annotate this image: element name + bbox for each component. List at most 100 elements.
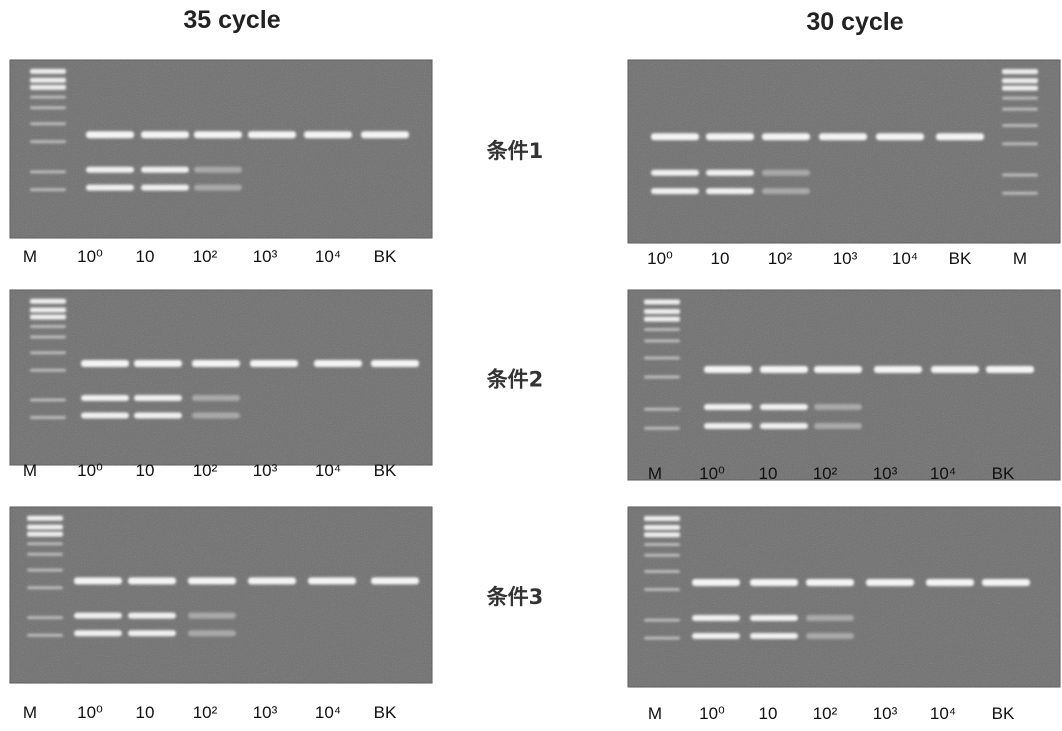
band (194, 185, 242, 191)
gel-texture (628, 60, 1060, 243)
lane-label: M (648, 704, 662, 723)
band (706, 188, 754, 194)
lane-label: 10⁰ (699, 464, 725, 483)
band (651, 170, 699, 176)
ladder-band (1002, 86, 1038, 91)
band (86, 131, 134, 138)
band (931, 366, 979, 373)
band (128, 630, 176, 636)
lane-label: M (1013, 249, 1027, 268)
band (81, 413, 129, 419)
band (141, 167, 189, 173)
band (141, 185, 189, 191)
band (192, 395, 240, 401)
band (371, 360, 419, 367)
panel-title: 30 cycle (806, 8, 903, 36)
lane-label: 10⁴ (930, 704, 956, 723)
band (982, 579, 1030, 586)
lane-label: 10⁴ (315, 703, 341, 722)
band (704, 366, 752, 373)
band (762, 188, 810, 194)
band (188, 630, 236, 636)
band (936, 133, 984, 140)
ladder-band (644, 543, 680, 546)
band (762, 133, 810, 140)
lane-label: 10³ (833, 249, 858, 268)
ladder-band (30, 351, 66, 354)
band (371, 577, 419, 584)
gel-texture (628, 290, 1060, 480)
lane-label: BK (374, 703, 397, 722)
band (74, 577, 122, 584)
ladder-band (644, 309, 680, 314)
band (760, 366, 808, 373)
ladder-band (30, 122, 66, 125)
lane-label: M (23, 461, 37, 480)
lane-label: 10⁴ (930, 464, 956, 483)
band (74, 613, 122, 619)
ladder-band (30, 106, 66, 109)
ladder-band (30, 416, 66, 419)
figure: 35 cycle 30 cycle M10⁰1010²10³10⁴BK条件1M1… (0, 0, 1062, 731)
band (192, 413, 240, 419)
ladder-band (644, 328, 680, 331)
band (750, 633, 798, 639)
lane-label: 10² (768, 249, 793, 268)
gel-texture (10, 507, 432, 683)
band (814, 404, 862, 410)
band (134, 395, 182, 401)
band (819, 133, 867, 140)
band (866, 579, 914, 586)
band (806, 615, 854, 621)
gel-texture (10, 290, 432, 465)
ladder-band (644, 516, 680, 521)
band (692, 579, 740, 586)
ladder-band (30, 170, 66, 173)
ladder-band (30, 96, 66, 99)
band (248, 131, 296, 138)
lane-label: 10⁴ (315, 247, 341, 266)
lane-label: 10³ (873, 704, 898, 723)
band (314, 360, 362, 367)
ladder-band (644, 339, 680, 342)
ladder-band (30, 140, 66, 143)
band (876, 133, 924, 140)
ladder-band (27, 553, 63, 556)
ladder-band (644, 525, 680, 530)
band (814, 423, 862, 429)
lane-label: 10³ (253, 247, 278, 266)
lane-label: 10² (193, 247, 218, 266)
ladder-band (644, 300, 680, 305)
lane-label: 10 (759, 704, 778, 723)
lane-label: BK (374, 247, 397, 266)
ladder-band (30, 308, 66, 313)
band (194, 131, 242, 138)
ladder-band (644, 427, 680, 430)
lane-label: 10 (136, 461, 155, 480)
band (192, 360, 240, 367)
condition-label: 条件1 (487, 139, 544, 163)
band (86, 185, 134, 191)
lane-label: 10⁰ (647, 249, 673, 268)
gel-texture (10, 60, 432, 238)
lane-label: 10⁰ (77, 461, 103, 480)
lane-label: M (648, 464, 662, 483)
band (760, 423, 808, 429)
lane-label: M (23, 247, 37, 266)
band (874, 366, 922, 373)
lane-label: 10 (136, 703, 155, 722)
band (651, 188, 699, 194)
band (760, 404, 808, 410)
ladder-band (27, 516, 63, 521)
ladder-band (27, 634, 63, 637)
band (86, 167, 134, 173)
band (81, 360, 129, 367)
band (706, 170, 754, 176)
band (74, 630, 122, 636)
band (81, 395, 129, 401)
ladder-band (30, 336, 66, 339)
lane-label: 10² (813, 704, 838, 723)
ladder-band (30, 299, 66, 304)
ladder-band (30, 325, 66, 328)
ladder-band (1002, 142, 1038, 145)
